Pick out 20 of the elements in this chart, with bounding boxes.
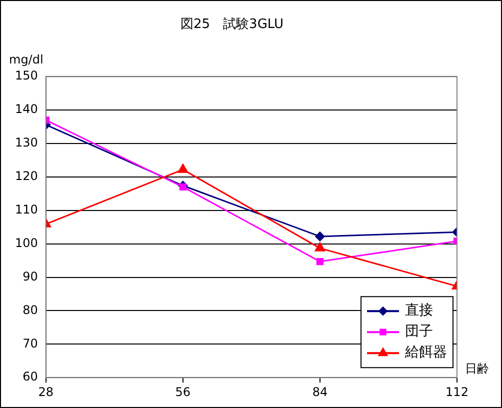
- y-tick-label: 110: [15, 202, 38, 217]
- y-tick-label: 80: [22, 302, 38, 317]
- x-tick-label: 84: [312, 384, 328, 399]
- y-axis-title: mg/dl: [9, 52, 44, 67]
- chart-title: 図25 試験3GLU: [180, 17, 284, 32]
- legend-label: 直接: [405, 302, 433, 319]
- x-tick-label: 28: [38, 384, 54, 399]
- y-tick-label: 60: [22, 370, 38, 384]
- x-tick-label: 112: [446, 384, 468, 399]
- y-tick-label: 130: [15, 136, 38, 150]
- legend-label: 団子: [405, 324, 433, 340]
- y-tick-label: 90: [22, 269, 38, 284]
- x-tick-label: 56: [175, 384, 191, 399]
- y-tick-label: 120: [15, 169, 38, 184]
- y-tick-label: 70: [22, 336, 38, 350]
- y-tick-label: 100: [15, 236, 38, 250]
- y-tick-label: 140: [15, 102, 38, 116]
- x-axis-title: 日齢: [465, 362, 489, 376]
- y-tick-label: 150: [15, 68, 38, 83]
- legend-label: 給餌器: [404, 344, 447, 361]
